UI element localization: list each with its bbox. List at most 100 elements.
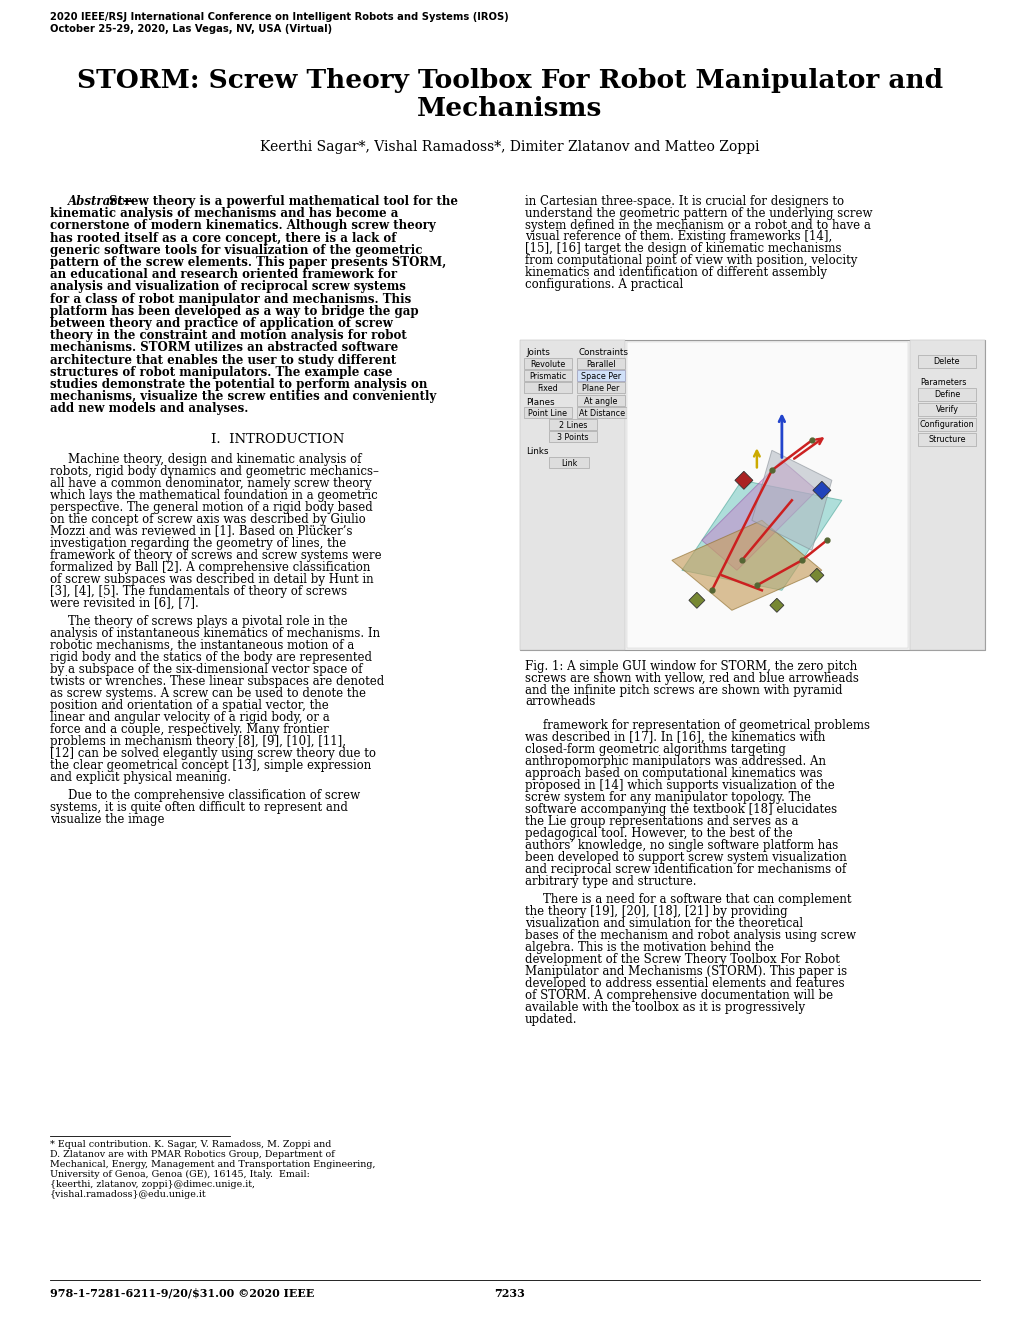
Text: has rooted itself as a core concept, there is a lack of: has rooted itself as a core concept, the…	[50, 231, 396, 244]
Text: Mechanical, Energy, Management and Transportation Engineering,: Mechanical, Energy, Management and Trans…	[50, 1160, 375, 1170]
Bar	[577, 381, 625, 393]
Text: Plane Per: Plane Per	[582, 384, 620, 393]
Bar	[548, 457, 588, 469]
Text: perspective. The general motion of a rigid body based: perspective. The general motion of a rig…	[50, 500, 372, 513]
Text: authors’ knowledge, no single software platform has: authors’ knowledge, no single software p…	[525, 840, 838, 853]
Text: updated.: updated.	[525, 1014, 577, 1026]
Text: pattern of the screw elements. This paper presents STORM,: pattern of the screw elements. This pape…	[50, 256, 446, 269]
Text: cornerstone of modern kinematics. Although screw theory: cornerstone of modern kinematics. Althou…	[50, 219, 435, 232]
Text: of STORM. A comprehensive documentation will be: of STORM. A comprehensive documentation …	[525, 989, 833, 1002]
Text: There is a need for a software that can complement: There is a need for a software that can …	[542, 894, 851, 907]
Text: Mechanisms: Mechanisms	[417, 96, 602, 121]
Text: The theory of screws plays a pivotal role in the: The theory of screws plays a pivotal rol…	[68, 615, 347, 627]
Text: the Lie group representations and serves as a: the Lie group representations and serves…	[525, 816, 798, 828]
Text: between theory and practice of application of screw: between theory and practice of applicati…	[50, 317, 392, 330]
Text: [15], [16] target the design of kinematic mechanisms: [15], [16] target the design of kinemati…	[525, 242, 841, 255]
Text: visual reference of them. Existing frameworks [14],: visual reference of them. Existing frame…	[525, 231, 832, 243]
Text: the theory [19], [20], [18], [21] by providing: the theory [19], [20], [18], [21] by pro…	[525, 906, 787, 919]
Text: problems in mechanism theory [8], [9], [10], [11],: problems in mechanism theory [8], [9], […	[50, 735, 345, 747]
Polygon shape	[701, 461, 816, 570]
Text: investigation regarding the geometry of lines, the: investigation regarding the geometry of …	[50, 537, 345, 549]
Text: October 25-29, 2020, Las Vegas, NV, USA (Virtual): October 25-29, 2020, Las Vegas, NV, USA …	[50, 24, 332, 34]
Text: robots, rigid body dynamics and geometric mechanics–: robots, rigid body dynamics and geometri…	[50, 465, 378, 478]
Text: 7233: 7233	[494, 1288, 525, 1299]
Bar	[917, 433, 975, 446]
Text: algebra. This is the motivation behind the: algebra. This is the motivation behind t…	[525, 941, 773, 954]
Text: Delete: Delete	[932, 356, 959, 366]
Text: approach based on computational kinematics was: approach based on computational kinemati…	[525, 767, 821, 780]
Text: 2 Lines: 2 Lines	[558, 421, 587, 430]
Text: Link: Link	[560, 459, 577, 469]
Text: and reciprocal screw identification for mechanisms of: and reciprocal screw identification for …	[525, 863, 846, 876]
Text: robotic mechanisms, the instantaneous motion of a: robotic mechanisms, the instantaneous mo…	[50, 639, 354, 652]
Text: platform has been developed as a way to bridge the gap: platform has been developed as a way to …	[50, 305, 418, 318]
Polygon shape	[734, 471, 752, 490]
Text: closed-form geometric algorithms targeting: closed-form geometric algorithms targeti…	[525, 743, 785, 756]
Text: Parameters: Parameters	[919, 378, 965, 387]
Text: linear and angular velocity of a rigid body, or a: linear and angular velocity of a rigid b…	[50, 710, 329, 723]
Text: Keerthi Sagar*, Vishal Ramadoss*, Dimiter Zlatanov and Matteo Zoppi: Keerthi Sagar*, Vishal Ramadoss*, Dimite…	[260, 140, 759, 154]
Text: force and a couple, respectively. Many frontier: force and a couple, respectively. Many f…	[50, 722, 328, 735]
Text: I.  INTRODUCTION: I. INTRODUCTION	[211, 433, 343, 446]
Text: and the infinite pitch screws are shown with pyramid: and the infinite pitch screws are shown …	[525, 684, 842, 697]
Text: visualization and simulation for the theoretical: visualization and simulation for the the…	[525, 917, 802, 931]
Bar	[917, 403, 975, 416]
Text: Fixed: Fixed	[537, 384, 557, 393]
Bar	[524, 370, 572, 381]
Text: proposed in [14] which supports visualization of the: proposed in [14] which supports visualiz…	[525, 779, 834, 792]
Text: Planes: Planes	[526, 399, 554, 407]
Bar	[577, 370, 625, 381]
Bar	[548, 418, 596, 430]
Text: {keerthi, zlatanov, zoppi}@dimec.unige.it,: {keerthi, zlatanov, zoppi}@dimec.unige.i…	[50, 1180, 255, 1189]
Text: Mozzi and was reviewed in [1]. Based on Plücker’s: Mozzi and was reviewed in [1]. Based on …	[50, 524, 353, 537]
Text: 2020 IEEE/RSJ International Conference on Intelligent Robots and Systems (IROS): 2020 IEEE/RSJ International Conference o…	[50, 12, 508, 22]
Text: Configuration: Configuration	[919, 420, 973, 429]
Text: on the concept of screw axis was described by Giulio: on the concept of screw axis was describ…	[50, 512, 366, 525]
Text: twists or wrenches. These linear subspaces are denoted: twists or wrenches. These linear subspac…	[50, 675, 384, 688]
Text: D. Zlatanov are with PMAR Robotics Group, Department of: D. Zlatanov are with PMAR Robotics Group…	[50, 1150, 334, 1159]
Text: an educational and research oriented framework for: an educational and research oriented fra…	[50, 268, 396, 281]
Bar	[917, 355, 975, 368]
Text: mechanisms. STORM utilizes an abstracted software: mechanisms. STORM utilizes an abstracted…	[50, 342, 397, 354]
Text: for a class of robot manipulator and mechanisms. This: for a class of robot manipulator and mec…	[50, 293, 411, 306]
Text: Due to the comprehensive classification of screw: Due to the comprehensive classification …	[68, 788, 360, 801]
Text: position and orientation of a spatial vector, the: position and orientation of a spatial ve…	[50, 698, 328, 711]
Text: Prismatic: Prismatic	[529, 372, 567, 381]
Text: as screw systems. A screw can be used to denote the: as screw systems. A screw can be used to…	[50, 686, 366, 700]
Polygon shape	[682, 480, 841, 590]
Bar	[520, 341, 984, 649]
Text: Fig. 1: A simple GUI window for STORM, the zero pitch: Fig. 1: A simple GUI window for STORM, t…	[525, 660, 856, 673]
Bar	[577, 358, 625, 370]
Text: [12] can be solved elegantly using screw theory due to: [12] can be solved elegantly using screw…	[50, 747, 376, 759]
Text: Parallel: Parallel	[586, 360, 615, 370]
Text: generic software tools for visualization of the geometric: generic software tools for visualization…	[50, 244, 422, 257]
Bar	[524, 381, 572, 393]
Text: anthropomorphic manipulators was addressed. An: anthropomorphic manipulators was address…	[525, 755, 825, 768]
Bar	[524, 358, 572, 370]
Text: Point Line: Point Line	[528, 409, 567, 418]
Text: Joints: Joints	[526, 348, 549, 356]
Text: framework for representation of geometrical problems: framework for representation of geometri…	[542, 719, 869, 733]
Text: kinematic analysis of mechanisms and has become a: kinematic analysis of mechanisms and has…	[50, 207, 398, 220]
Bar	[520, 341, 625, 649]
Text: framework of theory of screws and screw systems were: framework of theory of screws and screw …	[50, 549, 381, 561]
Text: systems, it is quite often difficult to represent and: systems, it is quite often difficult to …	[50, 801, 347, 813]
Text: bases of the mechanism and robot analysis using screw: bases of the mechanism and robot analysi…	[525, 929, 855, 942]
Polygon shape	[809, 569, 823, 582]
Polygon shape	[688, 593, 704, 609]
Text: was described in [17]. In [16], the kinematics with: was described in [17]. In [16], the kine…	[525, 731, 824, 744]
Bar	[577, 395, 625, 407]
Text: of screw subspaces was described in detail by Hunt in: of screw subspaces was described in deta…	[50, 573, 373, 586]
Text: University of Genoa, Genoa (GE), 16145, Italy.  Email:: University of Genoa, Genoa (GE), 16145, …	[50, 1170, 310, 1179]
Text: arrowheads: arrowheads	[525, 696, 595, 709]
Text: 978-1-7281-6211-9/20/$31.00 ©2020 IEEE: 978-1-7281-6211-9/20/$31.00 ©2020 IEEE	[50, 1288, 314, 1299]
Bar	[524, 407, 572, 418]
Text: were revisited in [6], [7].: were revisited in [6], [7].	[50, 597, 199, 610]
Text: Verify: Verify	[934, 405, 958, 414]
Text: system defined in the mechanism or a robot and to have a: system defined in the mechanism or a rob…	[525, 219, 870, 231]
Text: screw system for any manipulator topology. The: screw system for any manipulator topolog…	[525, 791, 810, 804]
Text: understand the geometric pattern of the underlying screw: understand the geometric pattern of the …	[525, 207, 871, 220]
Text: screws are shown with yellow, red and blue arrowheads: screws are shown with yellow, red and bl…	[525, 672, 858, 685]
Text: by a subspace of the six-dimensional vector space of: by a subspace of the six-dimensional vec…	[50, 663, 362, 676]
Text: which lays the mathematical foundation in a geometric: which lays the mathematical foundation i…	[50, 488, 377, 502]
